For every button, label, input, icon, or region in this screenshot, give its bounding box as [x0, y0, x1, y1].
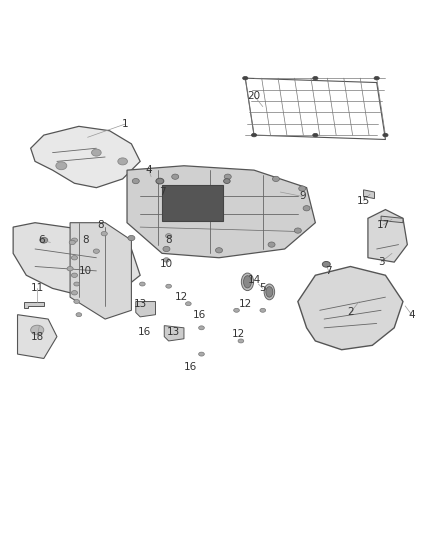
Text: 4: 4 — [145, 165, 152, 175]
Polygon shape — [136, 302, 155, 317]
Ellipse shape — [224, 174, 231, 179]
Polygon shape — [13, 223, 140, 297]
Text: 13: 13 — [166, 327, 180, 337]
Polygon shape — [298, 266, 403, 350]
Ellipse shape — [71, 255, 78, 260]
Ellipse shape — [128, 236, 135, 241]
Ellipse shape — [132, 179, 139, 184]
Ellipse shape — [71, 273, 78, 278]
Ellipse shape — [74, 300, 79, 303]
Text: 8: 8 — [97, 220, 104, 230]
Text: 10: 10 — [160, 260, 173, 269]
Text: 14: 14 — [247, 274, 261, 285]
Text: 12: 12 — [232, 329, 245, 340]
Ellipse shape — [118, 158, 127, 165]
Ellipse shape — [163, 246, 170, 252]
Text: 12: 12 — [175, 292, 188, 302]
Ellipse shape — [268, 242, 275, 247]
Polygon shape — [364, 190, 374, 199]
Polygon shape — [24, 302, 44, 308]
Ellipse shape — [101, 231, 107, 236]
Text: 2: 2 — [347, 308, 354, 318]
Text: 16: 16 — [184, 362, 197, 372]
Ellipse shape — [224, 179, 230, 183]
Ellipse shape — [238, 339, 244, 343]
Ellipse shape — [199, 352, 204, 356]
Ellipse shape — [383, 133, 388, 137]
Ellipse shape — [294, 228, 301, 233]
Ellipse shape — [186, 302, 191, 306]
Ellipse shape — [69, 240, 75, 245]
Ellipse shape — [71, 290, 78, 295]
Text: 16: 16 — [193, 310, 206, 320]
Polygon shape — [127, 166, 315, 258]
Polygon shape — [18, 314, 57, 359]
Ellipse shape — [199, 326, 204, 330]
Ellipse shape — [166, 284, 172, 288]
Polygon shape — [70, 223, 131, 319]
Ellipse shape — [163, 258, 170, 262]
Text: 11: 11 — [31, 284, 44, 293]
Text: 17: 17 — [377, 220, 390, 230]
Ellipse shape — [76, 313, 81, 317]
Text: 3: 3 — [378, 257, 385, 267]
Text: 7: 7 — [159, 187, 166, 197]
Ellipse shape — [313, 76, 318, 80]
Ellipse shape — [266, 287, 273, 297]
Polygon shape — [381, 216, 403, 223]
Text: 13: 13 — [134, 298, 147, 309]
Ellipse shape — [139, 282, 145, 286]
Text: 6: 6 — [38, 235, 45, 245]
Ellipse shape — [264, 284, 275, 300]
Ellipse shape — [313, 133, 318, 137]
Text: 8: 8 — [165, 235, 172, 245]
Ellipse shape — [31, 325, 44, 335]
Text: 4: 4 — [408, 310, 415, 320]
Text: 18: 18 — [31, 332, 44, 342]
Ellipse shape — [251, 133, 257, 137]
Ellipse shape — [243, 76, 248, 80]
Ellipse shape — [71, 238, 78, 243]
Text: 8: 8 — [82, 235, 89, 245]
Ellipse shape — [92, 149, 101, 156]
Ellipse shape — [74, 282, 79, 286]
Ellipse shape — [172, 174, 179, 179]
Text: 16: 16 — [138, 327, 151, 337]
Text: 9: 9 — [299, 191, 306, 201]
Text: 15: 15 — [357, 196, 370, 206]
Ellipse shape — [322, 262, 330, 267]
Bar — [162, 185, 223, 221]
Ellipse shape — [166, 233, 172, 238]
Text: 12: 12 — [239, 298, 252, 309]
Text: 20: 20 — [247, 91, 261, 101]
Polygon shape — [368, 209, 407, 262]
Ellipse shape — [374, 76, 379, 80]
Polygon shape — [164, 326, 184, 341]
Polygon shape — [31, 126, 140, 188]
Ellipse shape — [56, 162, 67, 169]
Text: 1: 1 — [121, 119, 128, 129]
Ellipse shape — [67, 266, 73, 271]
Ellipse shape — [241, 273, 254, 290]
Ellipse shape — [40, 237, 48, 243]
Ellipse shape — [93, 249, 99, 253]
Text: 5: 5 — [259, 284, 266, 293]
Ellipse shape — [272, 176, 279, 182]
Ellipse shape — [244, 276, 251, 288]
Ellipse shape — [234, 308, 239, 312]
Ellipse shape — [260, 308, 265, 312]
Text: 10: 10 — [79, 266, 92, 276]
Ellipse shape — [303, 206, 310, 211]
Ellipse shape — [299, 186, 306, 191]
Ellipse shape — [156, 178, 164, 184]
Text: 7: 7 — [325, 266, 332, 276]
Ellipse shape — [215, 248, 223, 253]
